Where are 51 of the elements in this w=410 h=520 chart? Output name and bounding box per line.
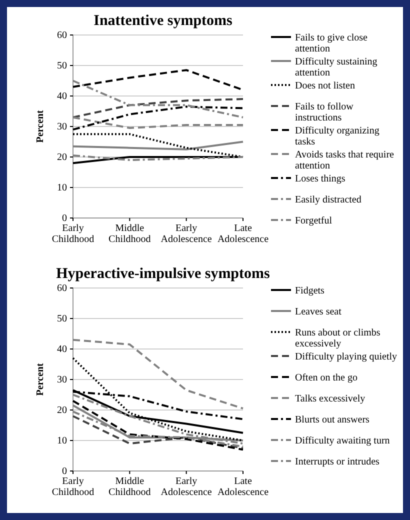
legend-label: Difficulty awaiting turn [295, 436, 390, 446]
chart-title: Inattentive symptoms [94, 13, 233, 29]
line-series [72, 338, 244, 410]
x-tick-label: Late Adolescence [217, 476, 270, 498]
legend-label: Avoids tasks that require attention [295, 150, 395, 172]
legend-label: Fidgets [295, 286, 325, 296]
x-tick-label: Early Adolescence [160, 476, 212, 498]
legend-label: Difficulty organizing tasks [295, 126, 380, 148]
legend-label: Runs about or climbs excessively [295, 328, 380, 350]
legend-label: Difficulty playing quietly [295, 352, 398, 362]
x-tick-label: Early Childhood [52, 476, 94, 498]
line-series [72, 69, 244, 91]
legend-label: Often on the go [295, 372, 358, 384]
y-tick-label: 50 [57, 314, 67, 325]
y-tick-label: 30 [57, 122, 67, 133]
y-tick-label: 40 [57, 344, 67, 356]
chart-title: Hyperactive-impulsive symptoms [56, 266, 270, 282]
legend-label: Fails to give close attention [295, 32, 368, 54]
legend-label: Leaves seat [295, 306, 342, 318]
line-series [72, 357, 244, 442]
legend-label: Fails to follow instructions [295, 102, 354, 124]
y-tick-label: 0 [62, 213, 67, 224]
legend-label: Interrupts or intrudes [295, 456, 380, 468]
y-tick-label: 30 [57, 374, 67, 386]
y-tick-label: 10 [57, 182, 67, 194]
y-tick-label: 20 [57, 405, 67, 416]
x-tick-label: Early Adolescence [160, 223, 212, 246]
x-tick-label: Late Adolescence [217, 223, 270, 246]
line-series [72, 98, 244, 118]
x-tick-label: Middle Childhood [108, 476, 151, 498]
x-tick-label: Early Childhood [52, 223, 94, 246]
line-series [72, 394, 244, 445]
y-tick-label: 20 [57, 152, 67, 164]
y-axis-title: Percent [35, 362, 46, 396]
legend-label: Talks excessively [295, 394, 366, 404]
line-series [72, 140, 244, 150]
y-axis-title: Percent [35, 110, 46, 143]
y-tick-label: 60 [57, 30, 67, 42]
legend-label: Loses things [295, 174, 346, 184]
legend-label: Difficulty sustaining attention [295, 56, 378, 78]
y-tick-label: 10 [57, 436, 67, 447]
y-tick-label: 40 [57, 91, 67, 102]
y-tick-label: 50 [57, 60, 67, 72]
x-tick-label: Middle Childhood [108, 223, 151, 246]
y-tick-label: 0 [62, 466, 67, 478]
y-tick-label: 60 [57, 283, 67, 294]
legend-label: Forgetful [295, 216, 332, 226]
line-series [72, 106, 244, 131]
legend-label: Blurts out answers [295, 414, 370, 426]
legend-label: Does not listen [295, 80, 355, 92]
legend-label: Easily distracted [295, 194, 362, 206]
